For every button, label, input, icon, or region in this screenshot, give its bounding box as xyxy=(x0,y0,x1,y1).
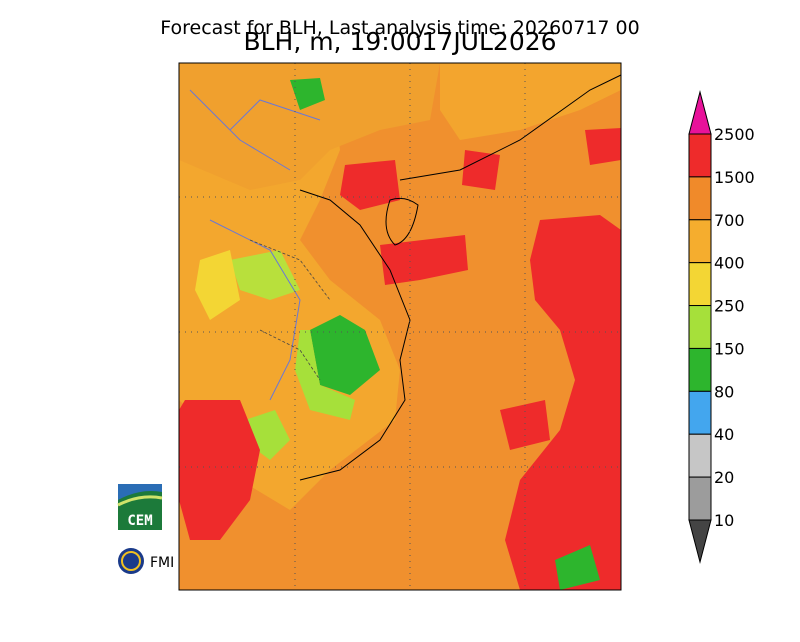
colorbar-box xyxy=(688,133,712,178)
subtitle: BLH, m, 19:0017JUL2026 xyxy=(243,27,556,56)
colorbar-label: 10 xyxy=(714,511,734,530)
colorbar-label: 700 xyxy=(714,211,745,230)
colorbar-box xyxy=(688,476,712,521)
fmi-text: FMI xyxy=(150,555,174,571)
cem-text: CEM xyxy=(127,513,152,529)
colorbar-label: 400 xyxy=(714,254,745,273)
colorbar-top-arrow xyxy=(688,90,712,135)
colorbar-bottom-arrow xyxy=(688,519,712,564)
cem-logo: CEM xyxy=(117,484,163,530)
colorbar-label: 40 xyxy=(714,425,734,444)
colorbar-label: 150 xyxy=(714,339,745,358)
colorbar-box xyxy=(688,262,712,307)
colorbar-box xyxy=(688,347,712,392)
colorbar-box xyxy=(688,305,712,349)
colorbar-box xyxy=(688,433,712,478)
colorbar-box xyxy=(688,390,712,435)
fmi-logo: FMI xyxy=(118,548,174,574)
colorbar-box xyxy=(688,219,712,264)
title: Forecast for BLH, Last analysis time: 20… xyxy=(160,17,639,39)
colorbar-box xyxy=(688,176,712,221)
colorbar: 2500 1500 700 400 250 150 80 40 20 10 xyxy=(688,90,755,564)
map xyxy=(178,62,622,591)
colorbar-label: 1500 xyxy=(714,168,755,187)
colorbar-label: 80 xyxy=(714,382,734,401)
colorbar-label: 250 xyxy=(714,297,745,316)
colorbar-label: 2500 xyxy=(714,125,755,144)
colorbar-label: 20 xyxy=(714,468,734,487)
